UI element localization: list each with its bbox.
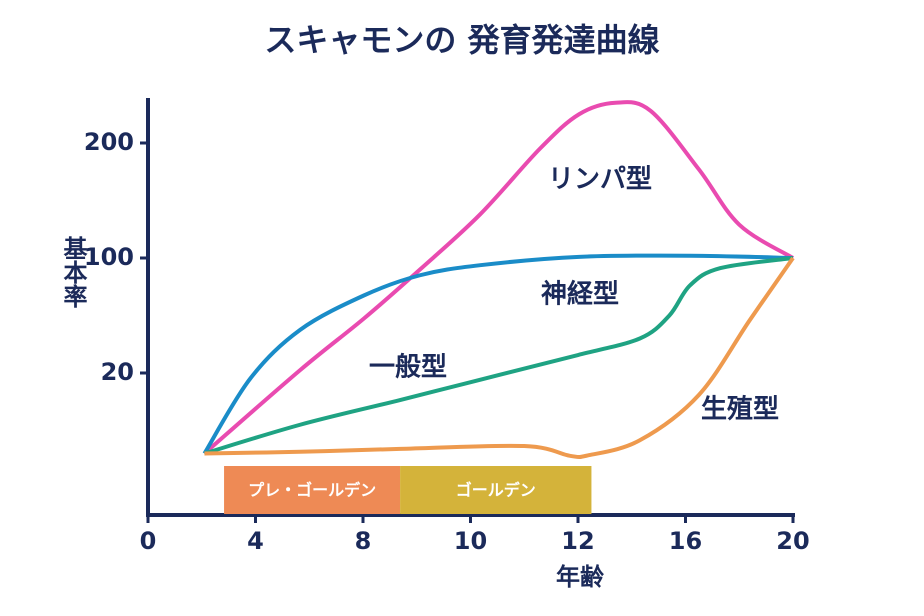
age-band-label: プレ・ゴールデン xyxy=(248,481,376,500)
x-tick-label: 12 xyxy=(561,527,594,555)
y-axis-label: 基本率 xyxy=(59,236,87,308)
series-label: リンパ型 xyxy=(548,165,652,195)
y-tick-label: 100 xyxy=(84,243,134,271)
x-tick-label: 8 xyxy=(355,527,372,555)
x-tick-label: 4 xyxy=(247,527,264,555)
age-band xyxy=(400,466,592,514)
curve xyxy=(204,256,795,460)
chart-title: スキャモンの 発育発達曲線 xyxy=(264,21,659,59)
curve xyxy=(203,256,794,456)
age-band-label: ゴールデン xyxy=(456,481,536,500)
x-tick-label: 10 xyxy=(454,527,487,555)
curve xyxy=(202,253,794,455)
x-tick-label: 20 xyxy=(776,527,809,555)
x-axis-label: 年齢 xyxy=(556,563,605,591)
x-tick-label: 16 xyxy=(669,527,702,555)
y-tick-label: 200 xyxy=(84,128,134,156)
y-tick-label: 20 xyxy=(101,358,134,386)
series-label: 神経型 xyxy=(541,279,619,310)
x-tick-label: 0 xyxy=(140,527,157,555)
series-label: 一般型 xyxy=(369,353,447,383)
age-band xyxy=(224,466,401,514)
curve xyxy=(203,100,795,456)
series-label: 生殖型 xyxy=(701,394,779,425)
